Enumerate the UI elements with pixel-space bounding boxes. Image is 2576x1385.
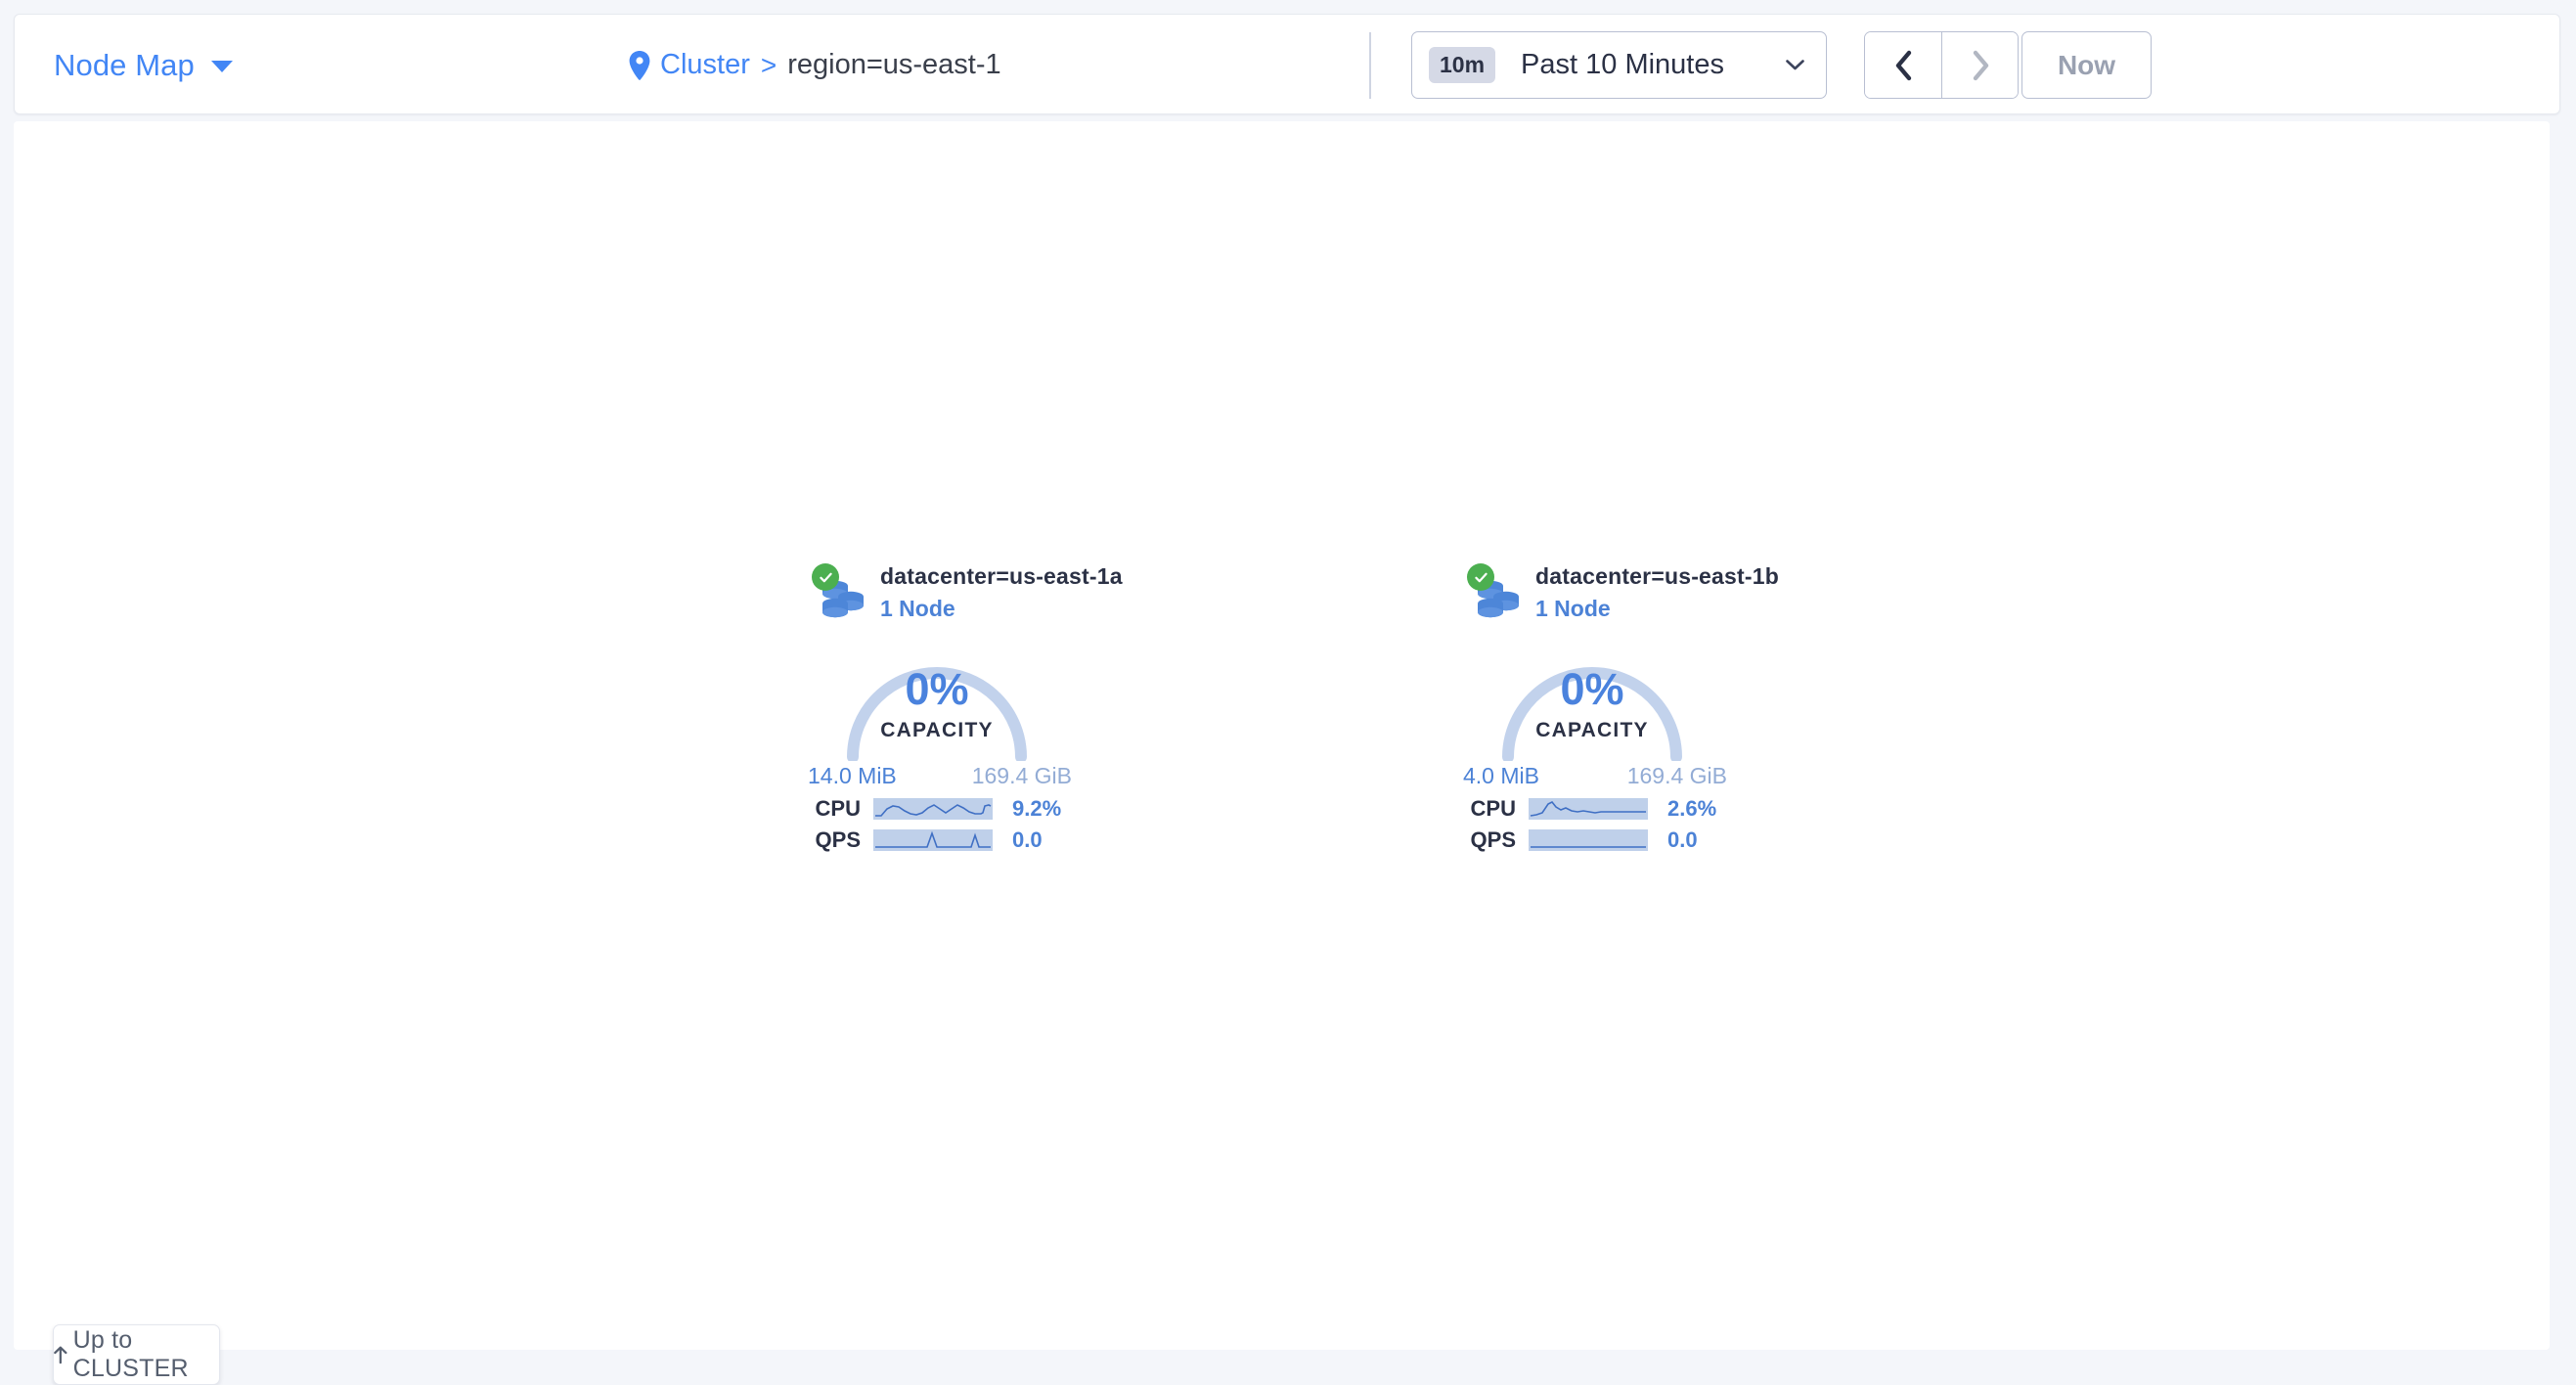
datacenter-node-card[interactable]: datacenter=us-east-1a 1 Node 0% CAPACITY…	[802, 563, 1134, 855]
capacity-used: 14.0 MiB	[808, 763, 897, 788]
sparkline-cpu	[873, 798, 993, 820]
node-card-name: datacenter=us-east-1a	[880, 563, 1123, 589]
node-card-count: 1 Node	[1535, 596, 1611, 621]
capacity-caption: CAPACITY	[1535, 719, 1649, 741]
chevron-down-icon	[1786, 59, 1804, 69]
capacity-percent: 0%	[1560, 664, 1624, 714]
metric-value-cpu: 2.6%	[1667, 796, 1717, 821]
node-map-canvas: datacenter=us-east-1a 1 Node 0% CAPACITY…	[14, 121, 2550, 1385]
metric-label-qps: QPS	[1470, 827, 1516, 852]
node-card-titles: datacenter=us-east-1a 1 Node	[880, 563, 1123, 622]
now-button[interactable]: Now	[2021, 31, 2152, 99]
metric-value-qps: 0.0	[1667, 827, 1698, 852]
time-range-select[interactable]: 10m Past 10 Minutes	[1411, 31, 1827, 99]
chevron-left-icon	[1895, 50, 1912, 80]
capacity-total: 169.4 GiB	[1626, 763, 1727, 788]
node-card-count: 1 Node	[880, 596, 955, 621]
metric-label-cpu: CPU	[1470, 796, 1516, 821]
metric-value-qps: 0.0	[1012, 827, 1043, 852]
up-to-cluster-label: Up to CLUSTER	[72, 1326, 189, 1382]
capacity-caption: CAPACITY	[880, 719, 994, 741]
sparkline-qps	[1529, 829, 1648, 851]
capacity-used: 4.0 MiB	[1463, 763, 1539, 788]
capacity-gauge: 0% CAPACITY	[836, 646, 1038, 761]
location-pin-icon	[629, 50, 650, 80]
sparkline-qps	[873, 829, 993, 851]
chevron-right-icon	[1973, 50, 1988, 80]
check-circle-icon	[812, 563, 839, 591]
node-card-header: datacenter=us-east-1b 1 Node	[1457, 563, 1790, 630]
metric-value-cpu: 9.2%	[1012, 796, 1062, 821]
prev-period-button[interactable]	[1865, 32, 1941, 98]
time-range-badge: 10m	[1429, 47, 1496, 83]
node-card-titles: datacenter=us-east-1b 1 Node	[1535, 563, 1779, 622]
metric-row-qps: QPS 0.0	[1457, 826, 1790, 855]
toolbar-divider	[1369, 32, 1371, 99]
capacity-total: 169.4 GiB	[971, 763, 1072, 788]
metric-row-cpu: CPU 2.6%	[1457, 794, 1790, 824]
database-stack-icon	[812, 563, 868, 622]
view-selector[interactable]: Node Map	[54, 15, 233, 115]
metric-label-cpu: CPU	[815, 796, 861, 821]
datacenter-node-card[interactable]: datacenter=us-east-1b 1 Node 0% CAPACITY…	[1457, 563, 1790, 855]
node-card-header: datacenter=us-east-1a 1 Node	[802, 563, 1134, 630]
capacity-values: 4.0 MiB 169.4 GiB	[1457, 763, 1727, 792]
time-range-label: Past 10 Minutes	[1521, 49, 1724, 80]
capacity-values: 14.0 MiB 169.4 GiB	[802, 763, 1072, 792]
sparkline-cpu	[1529, 798, 1648, 820]
check-circle-icon	[1467, 563, 1494, 591]
arrow-up-icon	[54, 1346, 67, 1363]
capacity-percent: 0%	[905, 664, 969, 714]
metric-row-cpu: CPU 9.2%	[802, 794, 1134, 824]
database-stack-icon	[1467, 563, 1524, 622]
breadcrumb-separator: >	[760, 49, 777, 80]
node-card-name: datacenter=us-east-1b	[1535, 563, 1779, 589]
up-to-cluster-button[interactable]: Up to CLUSTER	[53, 1324, 220, 1385]
view-selector-label: Node Map	[54, 47, 195, 82]
metric-label-qps: QPS	[815, 827, 861, 852]
time-nav-group	[1864, 31, 2019, 99]
caret-down-icon	[210, 61, 233, 72]
breadcrumb-link-cluster[interactable]: Cluster	[660, 49, 750, 80]
top-toolbar: Node Map Cluster > region=us-east-1 10m …	[14, 14, 2560, 114]
next-period-button[interactable]	[1941, 32, 2018, 98]
breadcrumb-current: region=us-east-1	[787, 49, 1001, 80]
breadcrumb: Cluster > region=us-east-1	[629, 15, 1001, 115]
metric-row-qps: QPS 0.0	[802, 826, 1134, 855]
capacity-gauge: 0% CAPACITY	[1491, 646, 1693, 761]
